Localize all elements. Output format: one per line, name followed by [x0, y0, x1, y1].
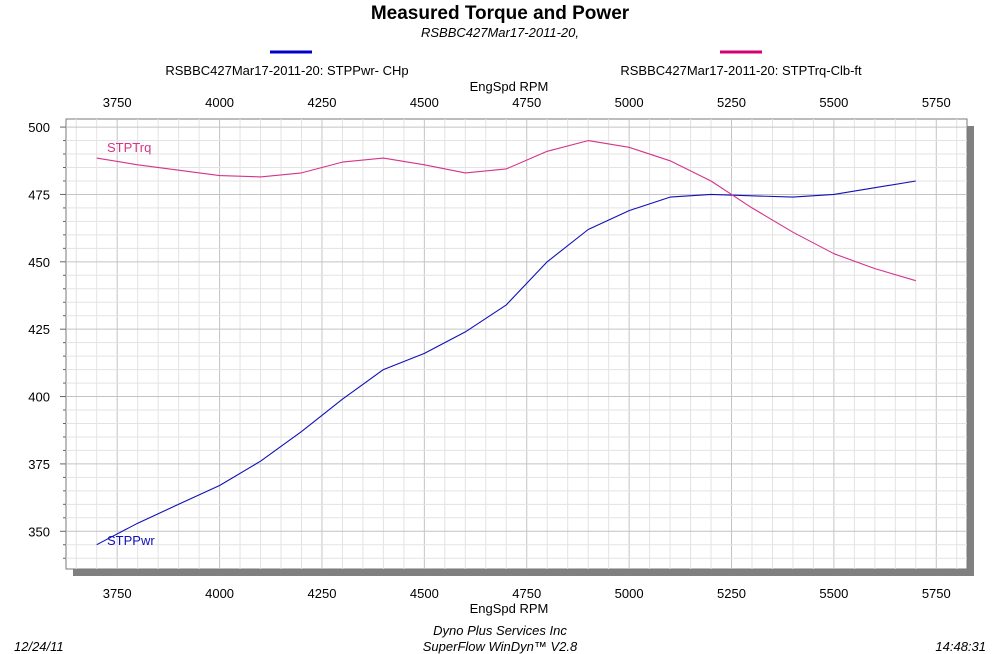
y-tick-label: 450 — [28, 255, 50, 270]
x-tick-label-bottom: 5000 — [615, 586, 644, 601]
y-tick-label: 350 — [28, 524, 50, 539]
x-tick-label-bottom: 4750 — [512, 586, 541, 601]
x-tick-label-top: 4500 — [410, 95, 439, 110]
x-tick-label-bottom: 4000 — [205, 586, 234, 601]
chart-subtitle: RSBBC427Mar17-2011-20, — [421, 25, 579, 40]
legend-label-power: RSBBC427Mar17-2011-20: STPPwr- CHp — [165, 63, 408, 78]
chart-title: Measured Torque and Power — [371, 3, 630, 24]
x-tick-label-bottom: 5750 — [922, 586, 951, 601]
series — [96, 140, 916, 546]
x-tick-label-bottom: 5500 — [819, 586, 848, 601]
x-tick-label-top: 3750 — [103, 95, 132, 110]
x-tick-label-top: 5000 — [615, 95, 644, 110]
series-line-power — [96, 180, 916, 546]
y-tick-label: 475 — [28, 187, 50, 202]
footer-time: 14:48:31 — [935, 639, 986, 654]
x-tick-label-top: 4250 — [308, 95, 337, 110]
x-tick-label-bottom: 3750 — [103, 586, 132, 601]
grid — [66, 119, 967, 569]
legend-label-torque: RSBBC427Mar17-2011-20: STPTrq-Clb-ft — [620, 63, 862, 78]
series-label-power: STPPwr — [107, 533, 155, 548]
x-tick-label-top: 5250 — [717, 95, 746, 110]
x-axis-label-bottom: EngSpd RPM — [470, 601, 549, 616]
series-label-torque: STPTrq — [107, 140, 151, 155]
x-tick-label-bottom: 4250 — [308, 586, 337, 601]
x-tick-label-top: 4750 — [512, 95, 541, 110]
footer-software: SuperFlow WinDyn™ V2.8 — [423, 639, 578, 654]
axis-ticks: 3750 3750 4000 4000 4250 4250 4500 4500 4750 4750… — [28, 95, 950, 601]
x-tick-label-bottom: 5250 — [717, 586, 746, 601]
series-line-torque — [96, 140, 916, 282]
x-tick-label-top: 5750 — [922, 95, 951, 110]
y-tick-label: 375 — [28, 457, 50, 472]
x-tick-label-top: 4000 — [205, 95, 234, 110]
footer-company: Dyno Plus Services Inc — [433, 623, 567, 638]
y-tick-label: 500 — [28, 120, 50, 135]
plot-area — [65, 118, 968, 570]
footer-date: 12/24/11 — [14, 639, 64, 654]
x-tick-label-top: 5500 — [819, 95, 848, 110]
x-axis-label-top: EngSpd RPM — [470, 79, 549, 94]
y-tick-label: 400 — [28, 390, 50, 405]
x-tick-label-bottom: 4500 — [410, 586, 439, 601]
y-tick-label: 425 — [28, 322, 50, 337]
